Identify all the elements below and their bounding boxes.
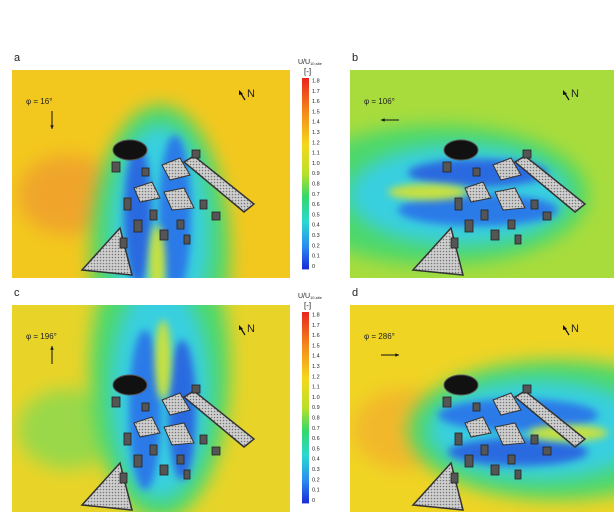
colorbar-title: U/U10,site [298, 293, 323, 300]
colorbar-tick-label: 0.6 [312, 436, 320, 442]
colorbar-tick-label: 1.2 [312, 374, 320, 380]
colorbar-tick-label: 0.1 [312, 254, 320, 260]
north-label: N [247, 323, 255, 335]
north-label: N [247, 88, 255, 100]
colorbar-tick-label: 1.0 [312, 395, 320, 401]
colorbar-tick-label: 1.8 [312, 78, 320, 84]
colorbar-unit: [-] [304, 301, 311, 310]
wind-direction: φ = 106° [364, 97, 395, 106]
colorbar-tick-label: 1.0 [312, 161, 320, 167]
wind-direction: φ = 16° [26, 97, 52, 106]
colorbar-tick-label: 1.3 [312, 364, 320, 370]
panel-letter: b [352, 52, 358, 64]
wind-direction: φ = 286° [364, 332, 395, 341]
colorbar-tick-label: 0.4 [312, 457, 320, 463]
panel-letter: c [14, 287, 20, 299]
north-label: N [571, 88, 579, 100]
colorbar-title-main: U/U [298, 59, 310, 66]
colorbar-tick-label: 1.6 [312, 99, 320, 105]
colorbar-tick-label: 0.8 [312, 415, 320, 421]
colorbar-title-main: U/U [298, 293, 310, 300]
colorbar-tick-label: 1.4 [312, 354, 320, 360]
figure: aφ = 16°Nbφ = 106°Ncφ = 196°Ndφ = 286°N … [0, 0, 614, 512]
wake-yellow [155, 320, 171, 400]
colorbar-tick-label: 0 [312, 498, 315, 504]
north-label: N [571, 323, 579, 335]
colorbar-tick-label: 0 [312, 264, 315, 270]
colorbar [302, 312, 309, 503]
colorbar-tick-label: 1.8 [312, 312, 320, 318]
colorbar-tick-label: 1.1 [312, 151, 320, 157]
colorbar-tick-label: 0.4 [312, 223, 320, 229]
colorbar-tick-label: 1.5 [312, 109, 320, 115]
colorbar-tick-label: 1.5 [312, 343, 320, 349]
colorbar [302, 78, 309, 269]
colorbar-tick-label: 1.2 [312, 140, 320, 146]
colorbar-tick-label: 1.7 [312, 323, 320, 329]
colorbar-tick-label: 0.5 [312, 446, 320, 452]
colorbar-tick-label: 1.7 [312, 89, 320, 95]
colorbar-tick-label: 1.4 [312, 120, 320, 126]
colorbar-title-subscript: 10,site [310, 295, 323, 300]
colorbar-tick-label: 0.3 [312, 467, 320, 473]
colorbar-title: U/U10,site [298, 59, 323, 66]
colorbar-tick-label: 0.2 [312, 477, 320, 483]
colorbar-tick-label: 1.3 [312, 130, 320, 136]
colorbar-tick-label: 0.8 [312, 181, 320, 187]
colorbar-tick-label: 0.2 [312, 243, 320, 249]
colorbar-tick-label: 0.1 [312, 488, 320, 494]
panel-letter: a [14, 52, 21, 64]
flow-field [288, 70, 614, 278]
colorbar-tick-label: 0.7 [312, 192, 320, 198]
colorbar-title-subscript: 10,site [310, 61, 323, 66]
colorbar-tick-label: 0.9 [312, 171, 320, 177]
colorbar-tick-label: 0.9 [312, 405, 320, 411]
wind-direction: φ = 196° [26, 332, 57, 341]
colorbar-tick-label: 0.6 [312, 202, 320, 208]
panel-letter: d [352, 287, 358, 299]
colorbar-tick-label: 1.6 [312, 333, 320, 339]
colorbar-tick-label: 0.7 [312, 426, 320, 432]
colorbar-tick-label: 0.5 [312, 212, 320, 218]
colorbar-unit: [-] [304, 67, 311, 76]
colorbar-tick-label: 0.3 [312, 233, 320, 239]
colorbar-tick-label: 1.1 [312, 385, 320, 391]
